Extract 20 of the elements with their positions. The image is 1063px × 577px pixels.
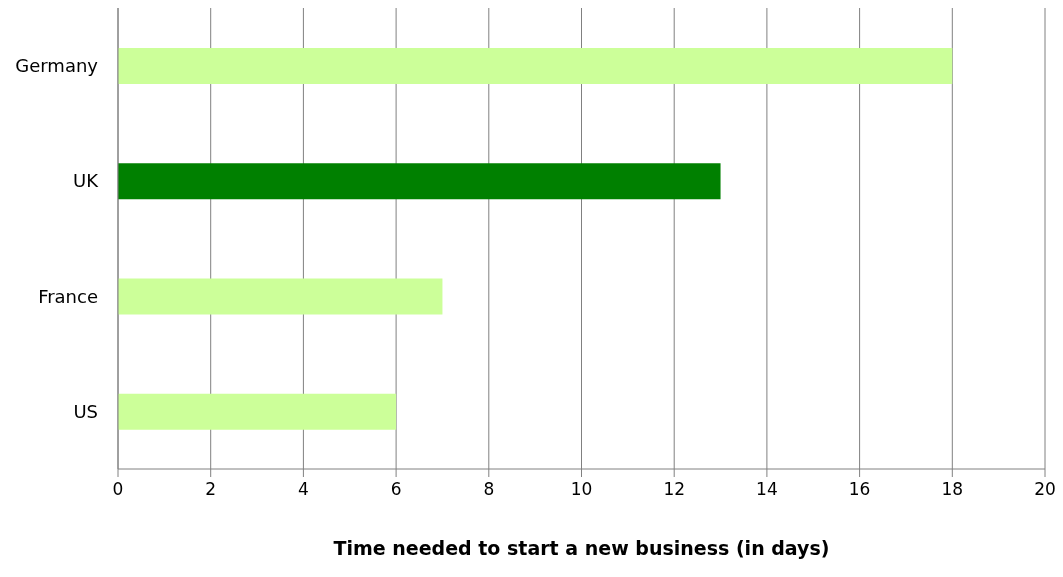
x-tick-label: 12 — [663, 479, 686, 500]
x-tick-label: 10 — [570, 479, 593, 500]
x-tick-label: 18 — [941, 479, 964, 500]
bar — [118, 278, 443, 315]
x-tick-label: 8 — [483, 479, 495, 500]
y-tick-label: Germany — [15, 55, 99, 77]
x-tick-label: 0 — [112, 479, 124, 500]
x-tick-label: 6 — [390, 479, 402, 500]
bar — [118, 48, 953, 84]
x-tick-label: 16 — [848, 479, 871, 500]
bar — [118, 393, 397, 430]
y-tick-label: UK — [73, 170, 100, 192]
y-tick-label: US — [73, 400, 98, 422]
x-axis-title: Time needed to start a new business (in days) — [333, 537, 830, 559]
x-tick-label: 2 — [205, 479, 217, 500]
bar — [118, 163, 721, 200]
x-tick-label: 4 — [297, 479, 309, 500]
x-tick-label: 14 — [756, 479, 778, 500]
x-tick-label: 20 — [1034, 479, 1056, 500]
y-tick-label: France — [38, 285, 98, 307]
